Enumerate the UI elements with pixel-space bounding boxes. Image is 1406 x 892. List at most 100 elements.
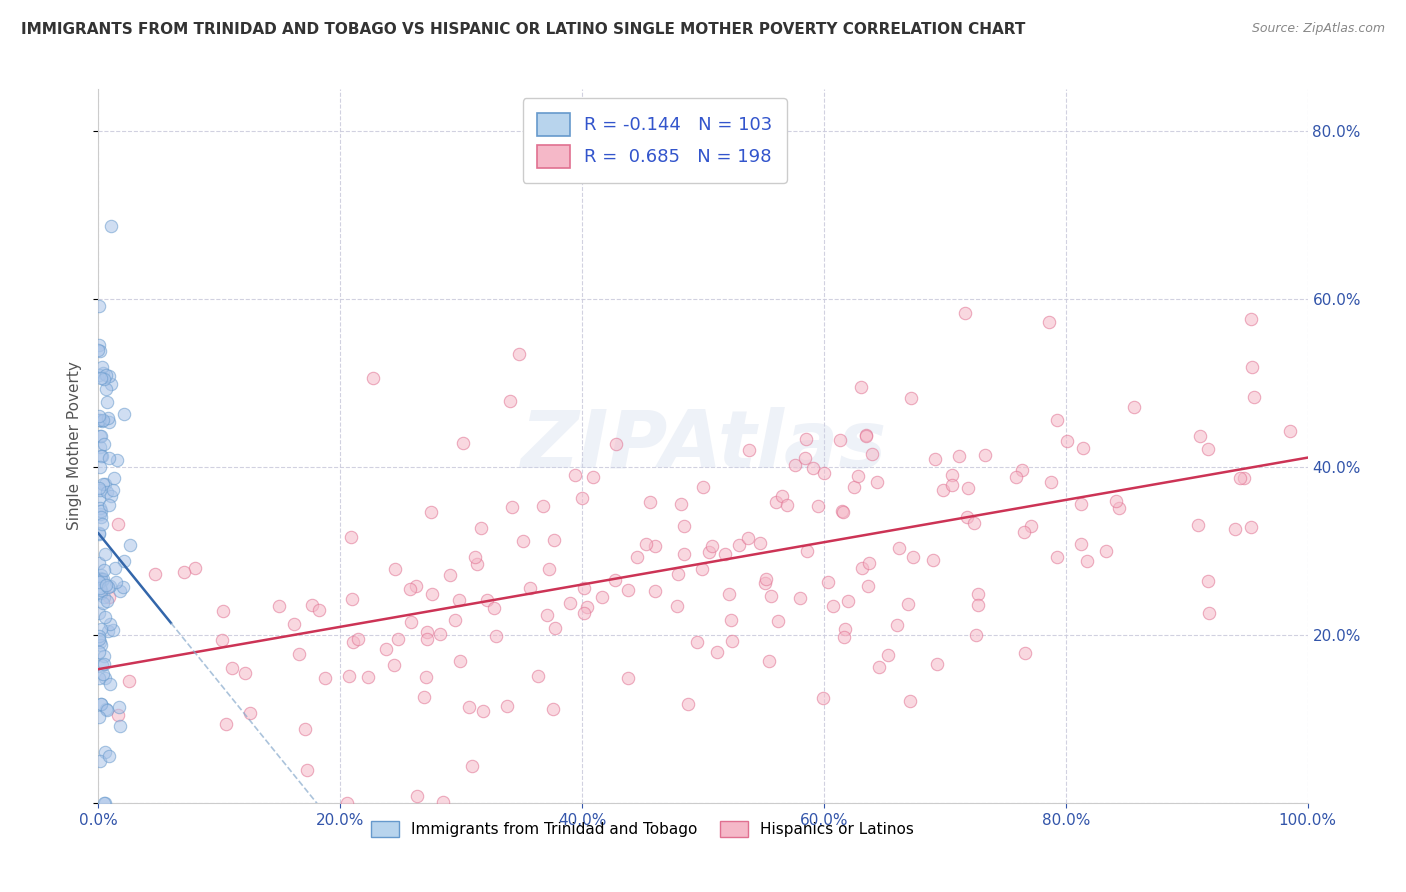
Point bbox=[90, 582, 112, 597]
Point bbox=[90, 449, 112, 463]
Point bbox=[541, 702, 564, 716]
Point bbox=[96, 484, 118, 499]
Point bbox=[470, 521, 492, 535]
Point bbox=[1046, 413, 1069, 427]
Point bbox=[1225, 522, 1247, 536]
Point bbox=[94, 796, 117, 810]
Point bbox=[288, 647, 311, 661]
Point bbox=[501, 500, 523, 515]
Point bbox=[673, 547, 696, 561]
Point bbox=[87, 671, 110, 685]
Point bbox=[644, 584, 666, 599]
Point bbox=[897, 597, 920, 611]
Point bbox=[337, 669, 360, 683]
Point bbox=[449, 593, 471, 607]
Point bbox=[543, 533, 565, 548]
Point bbox=[89, 572, 111, 586]
Point bbox=[617, 583, 640, 598]
Point bbox=[828, 434, 851, 448]
Point bbox=[831, 504, 853, 518]
Point bbox=[90, 697, 112, 711]
Point bbox=[90, 414, 112, 428]
Point bbox=[686, 635, 709, 649]
Point bbox=[666, 567, 689, 582]
Point bbox=[720, 614, 742, 628]
Point bbox=[713, 547, 735, 561]
Point bbox=[89, 507, 111, 521]
Point bbox=[900, 694, 922, 708]
Point bbox=[575, 600, 598, 615]
Point bbox=[1187, 517, 1209, 532]
Point bbox=[239, 706, 262, 720]
Point bbox=[100, 219, 122, 233]
Point bbox=[294, 722, 316, 736]
Point bbox=[96, 702, 118, 716]
Point bbox=[776, 498, 799, 512]
Point bbox=[90, 622, 112, 636]
Point bbox=[856, 579, 879, 593]
Point bbox=[702, 539, 724, 553]
Point bbox=[221, 661, 243, 675]
Point bbox=[98, 368, 121, 383]
Point bbox=[89, 645, 111, 659]
Point bbox=[108, 719, 131, 733]
Point bbox=[801, 461, 824, 475]
Point bbox=[851, 561, 873, 575]
Point bbox=[143, 566, 166, 581]
Point bbox=[89, 755, 111, 769]
Point bbox=[91, 477, 114, 491]
Point bbox=[98, 579, 121, 593]
Point bbox=[97, 590, 120, 604]
Point bbox=[737, 531, 759, 545]
Point bbox=[98, 677, 121, 691]
Point bbox=[572, 606, 595, 620]
Point bbox=[100, 617, 122, 632]
Point bbox=[617, 671, 640, 685]
Point bbox=[770, 489, 793, 503]
Point bbox=[1105, 493, 1128, 508]
Point bbox=[932, 483, 955, 497]
Point bbox=[89, 581, 111, 595]
Point bbox=[458, 700, 481, 714]
Point bbox=[669, 497, 692, 511]
Point bbox=[96, 703, 118, 717]
Point bbox=[817, 575, 839, 590]
Point bbox=[794, 451, 817, 466]
Point bbox=[754, 576, 776, 591]
Point bbox=[471, 704, 494, 718]
Point bbox=[512, 533, 534, 548]
Point bbox=[93, 657, 115, 672]
Point bbox=[387, 632, 409, 647]
Point bbox=[96, 395, 118, 409]
Point bbox=[1005, 470, 1028, 484]
Point bbox=[89, 632, 111, 646]
Point bbox=[357, 670, 380, 684]
Point bbox=[415, 670, 437, 684]
Point bbox=[1240, 519, 1263, 533]
Point bbox=[1014, 646, 1036, 660]
Point bbox=[87, 525, 110, 540]
Point bbox=[956, 482, 979, 496]
Point bbox=[1095, 544, 1118, 558]
Point bbox=[89, 606, 111, 620]
Point bbox=[101, 624, 124, 638]
Point bbox=[965, 628, 987, 642]
Point bbox=[93, 590, 115, 604]
Point bbox=[1046, 550, 1069, 565]
Point bbox=[837, 594, 859, 608]
Point bbox=[90, 503, 112, 517]
Point bbox=[748, 535, 770, 549]
Point bbox=[90, 657, 112, 672]
Point bbox=[858, 556, 880, 570]
Point bbox=[211, 632, 233, 647]
Point bbox=[499, 393, 522, 408]
Point bbox=[544, 622, 567, 636]
Point bbox=[508, 347, 530, 361]
Point bbox=[87, 343, 110, 357]
Point bbox=[342, 634, 364, 648]
Point bbox=[1040, 475, 1063, 489]
Point bbox=[941, 478, 963, 492]
Point bbox=[1019, 519, 1042, 533]
Point bbox=[527, 669, 550, 683]
Point bbox=[340, 592, 363, 607]
